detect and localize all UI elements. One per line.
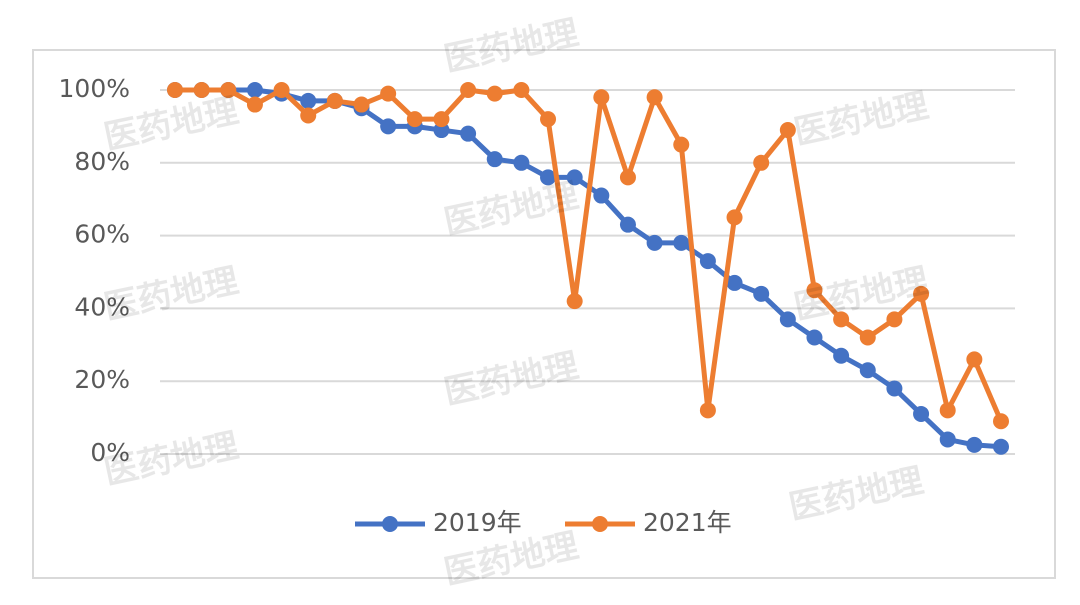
data-point [806,329,823,346]
y-tick-label: 40% [74,292,130,321]
data-point [753,285,770,302]
y-tick-label: 80% [74,147,130,176]
y-tick-label: 0% [90,438,130,467]
data-point [806,282,823,299]
data-point [726,209,743,226]
data-point [486,151,503,168]
data-point [566,293,583,310]
data-point [699,402,716,419]
data-point [673,136,690,153]
data-point [779,122,796,139]
chart-border [32,49,1056,579]
data-point [353,96,370,113]
data-point [726,274,743,291]
data-point [939,431,956,448]
data-point [699,253,716,270]
data-point [220,82,237,98]
data-point [513,154,530,171]
data-point [300,107,317,124]
data-point [326,92,343,109]
data-point [593,187,610,204]
data-point [886,311,903,328]
data-point [246,82,263,98]
data-point [486,85,503,102]
data-point [273,82,290,98]
data-point [460,125,477,142]
data-point [859,362,876,379]
data-point [406,111,423,128]
data-point [246,96,263,113]
data-point [300,92,317,109]
data-point [993,413,1009,430]
data-point [566,169,583,186]
data-point [646,89,663,106]
data-point [193,82,210,98]
data-point [646,234,663,251]
data-point [939,402,956,419]
data-point [540,169,557,186]
data-point [619,216,636,233]
data-point [966,351,983,368]
data-point [619,169,636,186]
data-point [673,234,690,251]
data-point [966,436,983,453]
data-point [833,347,850,364]
legend-label: 2019年 [433,508,522,537]
data-point [913,285,930,302]
data-point [993,438,1009,455]
legend-marker [382,516,398,532]
y-tick-label: 60% [74,220,130,249]
data-point [913,405,930,422]
data-point [167,82,183,98]
data-point [433,111,450,128]
data-point [460,82,477,98]
data-point [833,311,850,328]
data-point [593,89,610,106]
data-point [779,311,796,328]
data-point [886,380,903,397]
data-point [380,118,397,135]
data-point [513,82,530,98]
data-point [859,329,876,346]
y-tick-label: 100% [59,74,130,103]
data-point [540,111,557,128]
legend-marker [592,516,608,532]
y-tick-label: 20% [74,365,130,394]
data-point [753,154,770,171]
data-point [380,85,397,102]
legend-label: 2021年 [643,508,732,537]
